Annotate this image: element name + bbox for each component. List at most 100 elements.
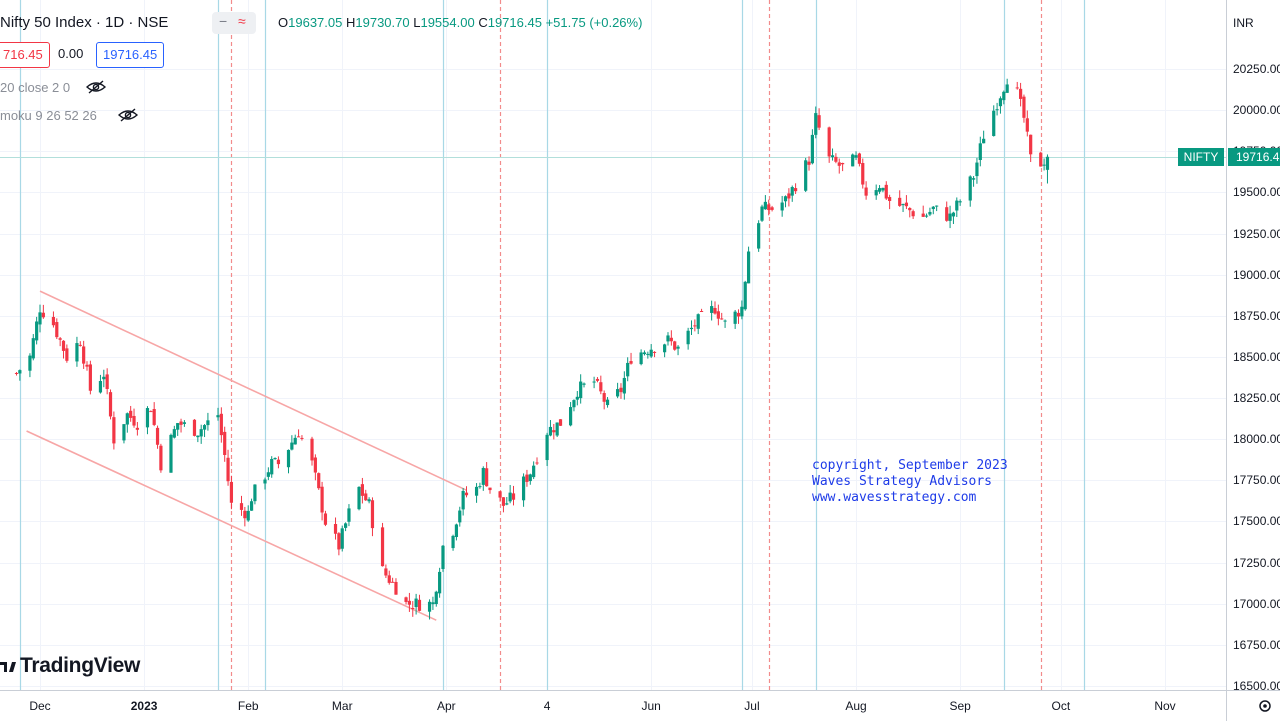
- candle-body: [558, 419, 563, 426]
- candle-body: [31, 338, 35, 359]
- symbol-title[interactable]: Nifty 50 Index · 1D · NSE: [0, 14, 169, 31]
- candle-body: [347, 508, 351, 522]
- candle-body: [434, 591, 438, 604]
- ohlc-values: O19637.05 H19730.70 L19554.00 C19716.45 …: [278, 15, 643, 30]
- candle-body: [1018, 88, 1023, 99]
- candle-body: [293, 437, 297, 445]
- indicator-bollinger[interactable]: 20 close 2 0: [0, 80, 71, 95]
- candle-body: [579, 381, 583, 399]
- candle-body: [995, 109, 999, 111]
- price-tick-label: 16750.00: [1233, 638, 1280, 652]
- candle-body: [169, 434, 173, 473]
- candle-body: [286, 449, 291, 468]
- candle-body: [384, 568, 388, 576]
- eye-hidden-icon[interactable]: [118, 108, 138, 122]
- candle-body: [827, 127, 831, 157]
- candle-body: [555, 422, 559, 436]
- candle-body: [904, 202, 909, 207]
- candle-body: [626, 362, 630, 377]
- candle-body: [616, 389, 620, 397]
- price-tick-label: 18500.00: [1233, 350, 1280, 364]
- tradingview-logo[interactable]: TradingView: [0, 654, 170, 680]
- candle-body: [686, 330, 690, 345]
- candle-body: [978, 143, 982, 161]
- candle-body: [65, 348, 69, 361]
- candle-body: [898, 197, 902, 206]
- candle-body: [505, 503, 509, 505]
- price-tick-label: 19250.00: [1233, 227, 1280, 241]
- candle-body: [202, 425, 207, 430]
- high-value: 19730.70: [355, 15, 410, 30]
- gear-icon[interactable]: [1258, 699, 1272, 713]
- price-tick-label: 20000.00: [1233, 103, 1280, 117]
- candle-body: [360, 484, 364, 496]
- price-tick-label: 18750.00: [1233, 309, 1280, 323]
- time-tick-label: Jun: [641, 699, 661, 713]
- candle-body: [532, 465, 536, 478]
- candle-body: [343, 523, 348, 528]
- candle-body: [317, 473, 321, 489]
- candle-body: [263, 479, 267, 484]
- candle-body: [223, 431, 227, 455]
- candle-body: [407, 600, 412, 605]
- candle-body: [851, 154, 855, 167]
- candle-body: [243, 510, 247, 519]
- currency-label[interactable]: INR: [1233, 16, 1254, 30]
- candle-body: [814, 113, 818, 135]
- price-scale[interactable]: INR 16500.00 16750.00 17000.00 17250.00 1750…: [1226, 0, 1280, 693]
- candle-body: [951, 212, 956, 217]
- indicator-ichimoku[interactable]: moku 9 26 52 26: [0, 108, 97, 123]
- candle-body: [431, 602, 435, 605]
- candle-body: [548, 426, 553, 436]
- candle-body: [992, 110, 996, 136]
- candle-body: [525, 474, 529, 482]
- wave-icon[interactable]: ≈: [238, 13, 246, 29]
- candle-body: [958, 201, 962, 203]
- time-scale[interactable]: Dec 2023 Feb Mar Apr 4 Jun Jul Aug Sep Oct Nov: [0, 690, 1226, 721]
- chart-area[interactable]: Nifty 50 Index · 1D · NSE − ≈ O19637.05 …: [0, 0, 1226, 690]
- candle-body: [669, 337, 673, 342]
- eye-hidden-icon[interactable]: [86, 80, 106, 94]
- candle-body: [521, 476, 526, 501]
- candle-body: [75, 343, 79, 362]
- candle-body: [226, 457, 230, 482]
- candle-body: [780, 202, 784, 211]
- candle-body: [239, 503, 244, 510]
- chart-legend: Nifty 50 Index · 1D · NSE − ≈ O19637.05 …: [0, 0, 720, 140]
- price-tick-label: 17000.00: [1233, 597, 1280, 611]
- candle-body: [296, 436, 301, 438]
- candle-body: [572, 400, 576, 408]
- candle-body: [998, 98, 1003, 107]
- candle-body: [790, 187, 794, 196]
- candle-body: [975, 162, 979, 177]
- candle-body: [427, 601, 432, 612]
- candle-body: [98, 380, 103, 393]
- candle-body: [219, 413, 223, 436]
- buy-price-box[interactable]: 19716.45: [96, 42, 165, 68]
- candle-body: [804, 160, 808, 191]
- candle-body: [1005, 84, 1009, 93]
- price-tick-label: 18250.00: [1233, 391, 1280, 405]
- candle-body: [132, 415, 136, 426]
- candle-body: [85, 364, 89, 367]
- candle-body: [474, 486, 479, 496]
- candle-body: [414, 598, 418, 608]
- candle-body: [182, 422, 187, 424]
- chart-style-buttons[interactable]: − ≈: [212, 12, 256, 34]
- candle-body: [454, 524, 459, 538]
- candle-body: [370, 500, 375, 529]
- candle-body: [663, 344, 667, 353]
- candle-body: [736, 312, 741, 317]
- sell-price-box[interactable]: 716.45: [0, 42, 50, 68]
- candle-body: [481, 467, 485, 485]
- price-tick-label: 18000.00: [1233, 432, 1280, 446]
- candle-body: [810, 134, 814, 164]
- spread-value: 0.00: [58, 42, 84, 66]
- settings-corner[interactable]: [1226, 690, 1280, 721]
- candle-body: [58, 338, 62, 340]
- candle-body: [313, 457, 317, 473]
- candle-body: [464, 492, 469, 496]
- chart-plot[interactable]: [0, 0, 1226, 690]
- minimize-icon[interactable]: −: [219, 13, 228, 29]
- candle-body: [1045, 156, 1050, 170]
